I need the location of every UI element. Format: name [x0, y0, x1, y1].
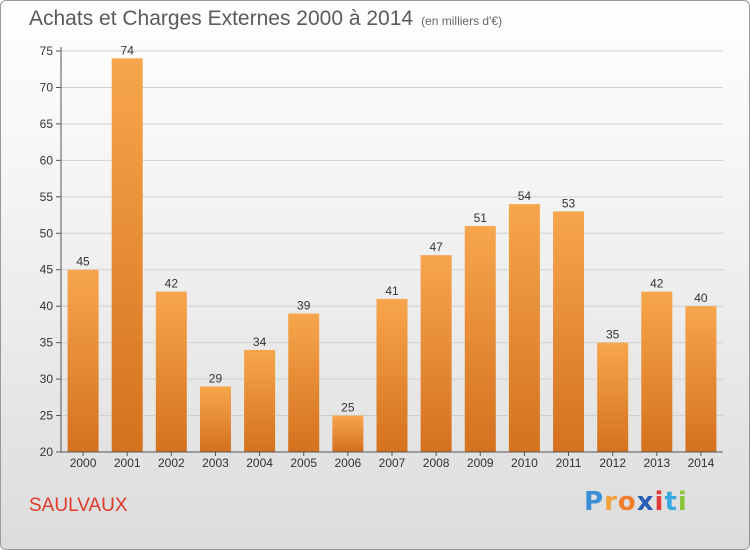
logo-letter: r: [604, 487, 618, 517]
bar: [332, 415, 364, 452]
y-tick-label: 65: [40, 117, 54, 131]
bar-value-label: 45: [76, 255, 90, 269]
bar: [288, 313, 320, 452]
x-tick-label: 2000: [70, 456, 97, 470]
x-tick-label: 2012: [599, 456, 626, 470]
x-tick-label: 2010: [511, 456, 538, 470]
bar-value-label: 42: [165, 277, 179, 291]
bar: [641, 291, 673, 452]
x-tick-label: 2002: [158, 456, 185, 470]
x-tick-label: 2013: [643, 456, 670, 470]
bar-value-label: 34: [253, 335, 267, 349]
y-tick-label: 25: [40, 409, 54, 423]
bar-value-label: 35: [606, 328, 620, 342]
chart-title: Achats et Charges Externes 2000 à 2014 (e…: [29, 7, 502, 31]
logo-letter: x: [636, 487, 655, 517]
bar-value-label: 54: [518, 189, 532, 203]
y-tick-label: 35: [40, 336, 54, 350]
y-tick-label: 40: [40, 299, 54, 313]
x-tick-label: 2005: [290, 456, 317, 470]
bar: [111, 58, 143, 453]
bar-value-label: 41: [385, 284, 399, 298]
bar: [244, 349, 276, 452]
bar: [67, 269, 99, 452]
bar: [464, 225, 496, 452]
logo-letter: i: [654, 487, 665, 517]
proxiti-logo: Proxiti: [584, 487, 688, 517]
bar-value-label: 29: [209, 371, 223, 385]
bar: [508, 204, 540, 452]
bar: [553, 211, 585, 452]
title-unit: (en milliers d'€): [421, 14, 503, 28]
y-tick-label: 45: [40, 263, 54, 277]
x-tick-label: 2009: [467, 456, 494, 470]
bar-value-label: 51: [474, 211, 488, 225]
y-tick-label: 60: [40, 153, 54, 167]
x-tick-label: 2014: [688, 456, 715, 470]
bar: [199, 386, 231, 452]
x-tick-label: 2008: [423, 456, 450, 470]
y-tick-label: 20: [40, 445, 54, 459]
x-tick-label: 2011: [556, 456, 582, 470]
bars: 45 74 42 29 34 39 25 41 47 51 54 53 35 42 40: [67, 43, 717, 453]
logo-letter: i: [677, 487, 688, 517]
x-tick-label: 2003: [202, 456, 229, 470]
bar-value-label: 39: [297, 298, 311, 312]
x-tick-label: 2004: [246, 456, 273, 470]
x-tick-label: 2006: [335, 456, 362, 470]
axes: 20 25 30 35 40 45 50 55 60 65 70 75 2000 2001 2002 2003…: [40, 44, 723, 470]
y-tick-label: 75: [40, 44, 54, 58]
place-name: SAULVAUX: [29, 495, 128, 516]
logo-letter: P: [584, 487, 605, 517]
bar-value-label: 47: [429, 240, 443, 254]
bar: [376, 298, 408, 452]
x-tick-label: 2007: [379, 456, 406, 470]
bar-value-label: 53: [562, 196, 576, 210]
y-tick-label: 70: [40, 80, 54, 94]
logo-letter: o: [617, 487, 637, 517]
bar: [155, 291, 187, 452]
bar-value-label: 74: [121, 43, 135, 57]
x-tick-label: 2001: [114, 456, 141, 470]
bar-value-label: 25: [341, 401, 355, 415]
y-tick-label: 30: [40, 372, 54, 386]
bar: [597, 342, 629, 452]
bar: [420, 255, 452, 452]
bar: [685, 306, 717, 452]
y-tick-label: 55: [40, 190, 54, 204]
title-main: Achats et Charges Externes 2000 à 2014: [29, 7, 414, 30]
logo-letter: t: [664, 487, 678, 517]
bar-value-label: 40: [694, 291, 708, 305]
bar-value-label: 42: [650, 277, 664, 291]
y-tick-label: 50: [40, 226, 54, 240]
